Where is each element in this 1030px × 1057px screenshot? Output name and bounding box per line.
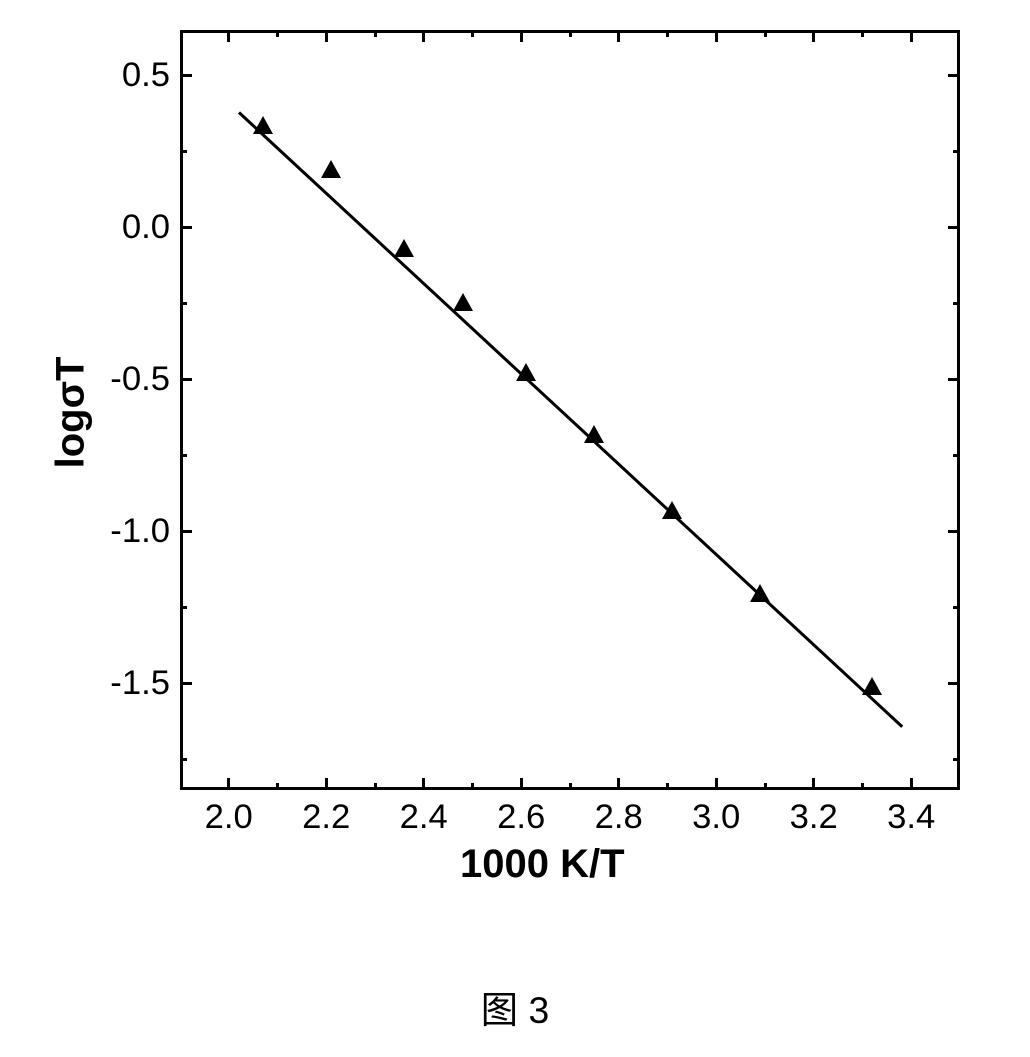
x-tick-label: 3.0	[686, 798, 746, 837]
x-tick-major	[227, 778, 230, 790]
y-tick-label: -0.5	[90, 360, 170, 399]
y-tick-label: 0.0	[90, 208, 170, 247]
x-tick-major	[325, 778, 328, 790]
x-tick-major	[325, 30, 328, 42]
data-marker	[750, 584, 770, 602]
x-tick-major	[812, 30, 815, 42]
data-marker	[394, 239, 414, 257]
arrhenius-chart: 2.0 2.2 2.4 2.6 2.8 3.0 3.2 3.4 -1.5 -1.0 -0.5 0.0 0…	[40, 10, 990, 890]
y-tick-minor	[180, 302, 187, 305]
x-tick-label: 2.4	[394, 798, 454, 837]
x-tick-minor	[861, 783, 864, 790]
x-tick-major	[520, 30, 523, 42]
x-tick-major	[520, 778, 523, 790]
data-marker	[253, 116, 273, 134]
x-tick-minor	[276, 30, 279, 37]
data-marker	[453, 293, 473, 311]
x-tick-major	[812, 778, 815, 790]
y-tick-minor	[953, 758, 960, 761]
y-tick-major	[180, 378, 192, 381]
x-tick-minor	[569, 30, 572, 37]
x-tick-major	[422, 778, 425, 790]
y-tick-minor	[180, 454, 187, 457]
y-tick-minor	[953, 606, 960, 609]
y-tick-major	[948, 74, 960, 77]
x-tick-major	[617, 30, 620, 42]
figure-caption: 图 3	[0, 980, 1030, 1034]
y-tick-minor	[953, 302, 960, 305]
x-axis-label: 1000 K/T	[460, 842, 625, 887]
x-tick-minor	[666, 30, 669, 37]
y-axis-label: logσT	[48, 357, 93, 469]
data-marker	[662, 501, 682, 519]
y-tick-major	[180, 682, 192, 685]
x-tick-major	[910, 30, 913, 42]
data-marker	[321, 160, 341, 178]
x-tick-minor	[764, 30, 767, 37]
data-marker	[516, 363, 536, 381]
x-tick-label: 2.6	[491, 798, 551, 837]
y-tick-minor	[180, 606, 187, 609]
x-tick-major	[715, 30, 718, 42]
x-tick-minor	[374, 30, 377, 37]
x-tick-minor	[764, 783, 767, 790]
x-tick-label: 2.8	[589, 798, 649, 837]
y-tick-minor	[953, 150, 960, 153]
y-tick-minor	[180, 150, 187, 153]
x-tick-major	[715, 778, 718, 790]
plot-frame	[180, 30, 960, 790]
x-tick-minor	[471, 30, 474, 37]
x-tick-minor	[569, 783, 572, 790]
x-tick-minor	[471, 783, 474, 790]
x-tick-major	[227, 30, 230, 42]
y-tick-minor	[180, 758, 187, 761]
data-marker	[584, 425, 604, 443]
x-tick-minor	[374, 783, 377, 790]
x-tick-minor	[861, 30, 864, 37]
x-tick-label: 3.4	[881, 798, 941, 837]
x-tick-major	[422, 30, 425, 42]
y-tick-major	[948, 226, 960, 229]
x-tick-minor	[276, 783, 279, 790]
x-tick-label: 2.2	[296, 798, 356, 837]
x-tick-major	[617, 778, 620, 790]
x-tick-label: 2.0	[199, 798, 259, 837]
x-tick-minor	[666, 783, 669, 790]
y-tick-major	[180, 226, 192, 229]
y-tick-label: -1.0	[90, 512, 170, 551]
data-marker	[862, 677, 882, 695]
y-tick-major	[948, 378, 960, 381]
y-tick-label: -1.5	[90, 664, 170, 703]
y-tick-major	[948, 530, 960, 533]
page-root: 2.0 2.2 2.4 2.6 2.8 3.0 3.2 3.4 -1.5 -1.0 -0.5 0.0 0…	[0, 0, 1030, 1057]
x-tick-major	[910, 778, 913, 790]
y-tick-major	[180, 74, 192, 77]
y-tick-label: 0.5	[90, 56, 170, 95]
y-tick-major	[180, 530, 192, 533]
y-tick-major	[948, 682, 960, 685]
y-tick-minor	[953, 454, 960, 457]
x-tick-label: 3.2	[784, 798, 844, 837]
